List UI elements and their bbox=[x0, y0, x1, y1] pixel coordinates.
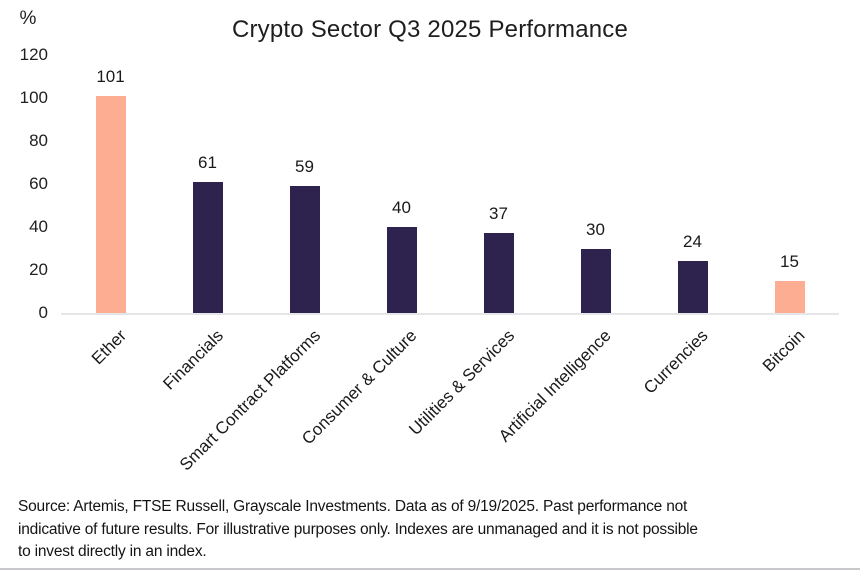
y-tick-label: 40 bbox=[29, 217, 48, 236]
y-tick-label: 20 bbox=[29, 260, 48, 279]
y-tick-label: 80 bbox=[29, 131, 48, 150]
chart-title: Crypto Sector Q3 2025 Performance bbox=[231, 16, 629, 43]
bar bbox=[95, 95, 126, 313]
y-tick-label: 60 bbox=[29, 174, 48, 193]
bar bbox=[192, 181, 223, 313]
source-note: Source: Artemis, FTSE Russell, Grayscale… bbox=[18, 498, 698, 560]
y-tick-label: 120 bbox=[19, 45, 48, 64]
bar-value-label: 15 bbox=[780, 251, 799, 271]
bar-value-label: 40 bbox=[392, 198, 411, 217]
y-axis-unit-label: % bbox=[19, 8, 37, 29]
bar-value-label: 59 bbox=[295, 157, 314, 177]
bar-value-label: 24 bbox=[683, 232, 702, 252]
bar-value-label: 61 bbox=[198, 152, 217, 172]
x-category-label: Financials bbox=[159, 326, 227, 394]
bar bbox=[774, 280, 805, 313]
x-category-label: Ether bbox=[87, 326, 130, 369]
bar bbox=[483, 233, 514, 313]
y-tick-label: 0 bbox=[38, 303, 48, 322]
bar bbox=[386, 227, 417, 313]
bar-value-label: 30 bbox=[586, 219, 605, 239]
bar-value-label: 37 bbox=[489, 204, 508, 224]
x-category-label: Currencies bbox=[640, 326, 712, 398]
x-category-label: Utilities & Services bbox=[404, 326, 518, 439]
x-category-label: Bitcoin bbox=[759, 326, 809, 376]
bottom-divider bbox=[0, 568, 860, 570]
y-tick-label: 100 bbox=[19, 88, 48, 107]
bar bbox=[580, 248, 611, 313]
bar bbox=[677, 261, 708, 313]
bar bbox=[289, 186, 320, 313]
x-axis-line bbox=[61, 313, 839, 315]
bar-value-label: 101 bbox=[96, 66, 125, 86]
